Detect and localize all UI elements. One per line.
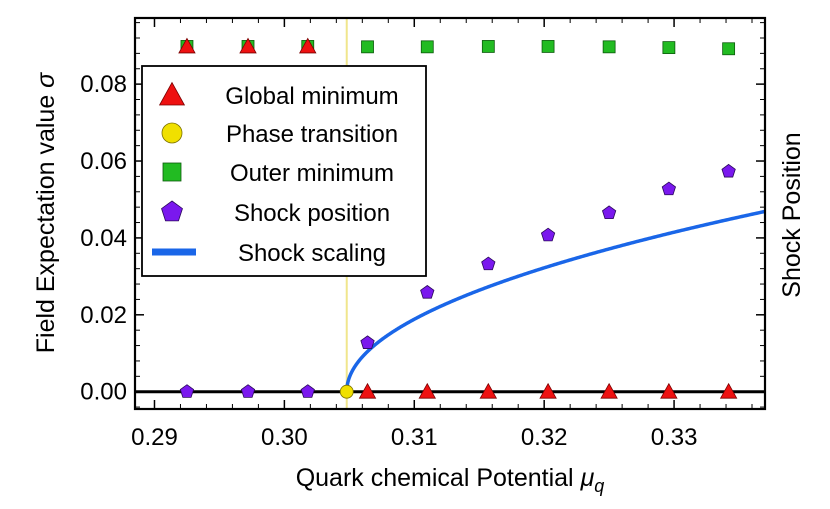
shock-position-point (481, 256, 496, 271)
global-minimum-point (239, 37, 257, 54)
legend-square-icon (162, 162, 182, 182)
outer-minimum-point (361, 40, 374, 54)
y-tick-label: 0.02 (80, 302, 127, 329)
shock-scaling-curve (344, 209, 766, 392)
shock-position-point (420, 285, 435, 299)
outer-minimum-point (722, 42, 736, 56)
shock-position-point (300, 384, 315, 398)
outer-minimum-point (662, 41, 676, 55)
legend-pentagon-icon (161, 200, 183, 222)
shock-position-point (661, 181, 677, 196)
shock-position-point (179, 384, 195, 398)
legend-box (141, 65, 427, 277)
legend-triangle-icon (158, 81, 186, 106)
x-tick-label: 0.30 (261, 424, 308, 451)
right-axis-label: Shock Position (778, 132, 806, 297)
x-axis-label: Quark chemical Potential μq (296, 464, 605, 496)
global-minimum-point (719, 382, 738, 399)
outer-minimum-point (541, 40, 555, 53)
global-minimum-point (479, 382, 498, 399)
x-tick-label: 0.33 (651, 424, 698, 451)
legend-circle-icon (161, 122, 183, 144)
legend-label: Shock position (234, 200, 390, 227)
y-axis-label: Field Expectation value σ (32, 72, 60, 353)
shock-position-point (721, 163, 736, 178)
x-tick-label: 0.31 (391, 424, 438, 451)
shock-position-point (540, 227, 556, 242)
y-tick-label: 0.06 (80, 148, 127, 175)
x-tick-label: 0.29 (131, 424, 178, 451)
outer-minimum-point (481, 40, 495, 53)
y-tick-label: 0.00 (80, 379, 127, 406)
legend-label: Global minimum (225, 83, 398, 110)
phase-transition-point (339, 384, 354, 399)
global-minimum-point (600, 382, 618, 399)
global-minimum-point (178, 37, 196, 54)
global-minimum-point (358, 382, 377, 399)
x-tick-label: 0.32 (521, 424, 568, 451)
global-minimum-point (660, 382, 678, 399)
shock-position-point (601, 205, 617, 219)
y-tick-label: 0.04 (80, 225, 127, 252)
global-minimum-point (418, 382, 437, 399)
shock-position-point (240, 384, 256, 398)
outer-minimum-point (602, 40, 616, 54)
outer-minimum-point (420, 40, 434, 54)
global-minimum-point (299, 37, 317, 54)
plot-frame (133, 16, 767, 411)
y-tick-label: 0.08 (80, 71, 127, 98)
shock-position-point (360, 335, 375, 349)
legend-label: Outer minimum (230, 160, 394, 187)
legend-label: Shock scaling (238, 240, 386, 267)
legend-label: Phase transition (226, 121, 398, 148)
global-minimum-point (539, 382, 557, 399)
